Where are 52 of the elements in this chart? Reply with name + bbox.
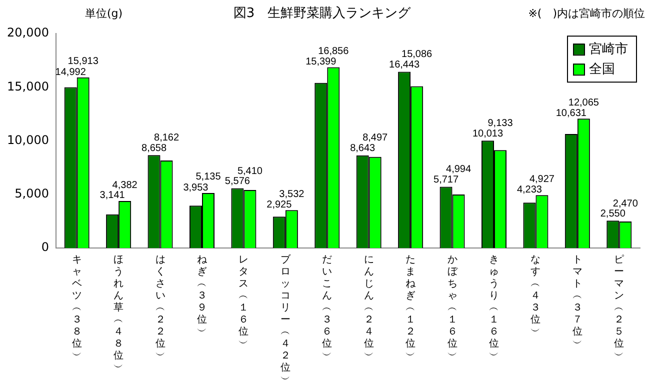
text: ※( )内は宮崎市の順位 (528, 6, 645, 20)
data-label: 4,382 (112, 180, 138, 191)
category-label: ほうれん草︵４８位︶ (114, 254, 124, 374)
category-label: にんじん︵２４位︶ (364, 254, 374, 362)
x-tick-label: トマト︵３７位︶ (572, 254, 582, 350)
y-tick-label: 15,000 (6, 79, 49, 94)
data-label: 5,717 (434, 174, 459, 186)
legend-label: 全国 (589, 62, 615, 77)
category-label: キャベツ︵３８位︶ (72, 254, 82, 362)
data-label: 2,470 (612, 198, 638, 210)
data-label: 15,086 (402, 49, 433, 60)
data-label: 5,135 (196, 172, 222, 183)
data-label: 8,162 (154, 132, 180, 144)
category-label: たまねぎ︵１２位︶ (406, 254, 416, 362)
data-label: 4,994 (446, 164, 472, 176)
data-label: 14,992 (55, 67, 86, 78)
data-label: 8,658 (142, 142, 167, 154)
data-label: 15,399 (306, 56, 337, 68)
data-label: 4,233 (516, 184, 542, 196)
data-label: 5,410 (237, 166, 263, 177)
x-tick-label: なす︵４３位︶ (530, 254, 541, 338)
data-label: 12,065 (568, 97, 600, 108)
data-label: 3,141 (100, 190, 126, 202)
category-label: はくさい︵２２位︶ (155, 254, 166, 362)
x-tick-label: ねぎ︵３９位︶ (196, 254, 208, 338)
data-label: 16,443 (389, 59, 420, 70)
y-tick-label: 0 (41, 240, 49, 254)
data-label: 3,953 (183, 182, 209, 194)
data-label: 10,631 (556, 108, 587, 119)
category-label: ピーマン︵２５位︶ (614, 254, 624, 362)
category-label: きゅうり︵１６位︶ (488, 254, 499, 362)
data-label: 10,013 (472, 128, 504, 140)
data-label: 3,532 (279, 188, 305, 200)
data-label: 16,856 (318, 46, 350, 58)
data-label: 2,925 (266, 199, 292, 210)
category-label: かぼちゃ︵１６位︶ (447, 254, 458, 362)
data-label: 2,550 (600, 208, 626, 220)
category-label: ブロッコリー︵４２位︶ (280, 254, 290, 386)
chart-title: 図3 生鮮野菜購入ランキング (233, 6, 412, 22)
category-label: だいこん︵３６位︶ (322, 254, 332, 362)
data-label: 8,497 (362, 132, 388, 144)
data-label: 5,576 (224, 176, 250, 187)
y-tick-label: 20,000 (6, 26, 49, 40)
data-label: 15,913 (68, 56, 99, 68)
data-label: 9,133 (488, 118, 514, 129)
data-label: 8,643 (350, 143, 376, 154)
y-tick-label: 10,000 (6, 132, 49, 147)
y-tick-label: 5,000 (14, 186, 49, 201)
data-label: 4,927 (529, 174, 555, 185)
legend-label: 宮崎市 (589, 40, 628, 57)
x-tick-label: レタス︵１６位︶ (238, 254, 249, 350)
text: 単位(g) (85, 6, 123, 20)
